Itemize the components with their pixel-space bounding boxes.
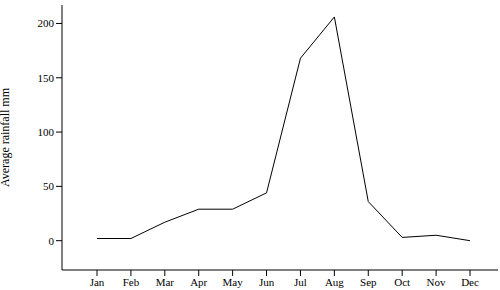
svg-text:50: 50 <box>43 180 55 192</box>
svg-text:0: 0 <box>49 235 55 247</box>
svg-text:Apr: Apr <box>190 276 207 288</box>
svg-text:Sep: Sep <box>360 276 377 288</box>
svg-text:Mar: Mar <box>156 276 175 288</box>
svg-text:Jan: Jan <box>90 276 105 288</box>
svg-text:Jul: Jul <box>294 276 307 288</box>
svg-text:Feb: Feb <box>123 276 140 288</box>
svg-text:Oct: Oct <box>394 276 410 288</box>
svg-text:200: 200 <box>38 17 55 29</box>
svg-text:Average rainfall mm: Average rainfall mm <box>8 87 12 187</box>
svg-text:Nov: Nov <box>427 276 446 288</box>
svg-text:100: 100 <box>38 126 55 138</box>
svg-text:Aug: Aug <box>325 276 344 288</box>
svg-text:May: May <box>223 276 244 288</box>
svg-text:150: 150 <box>38 72 55 84</box>
svg-text:Dec: Dec <box>461 276 479 288</box>
svg-text:Jun: Jun <box>259 276 275 288</box>
